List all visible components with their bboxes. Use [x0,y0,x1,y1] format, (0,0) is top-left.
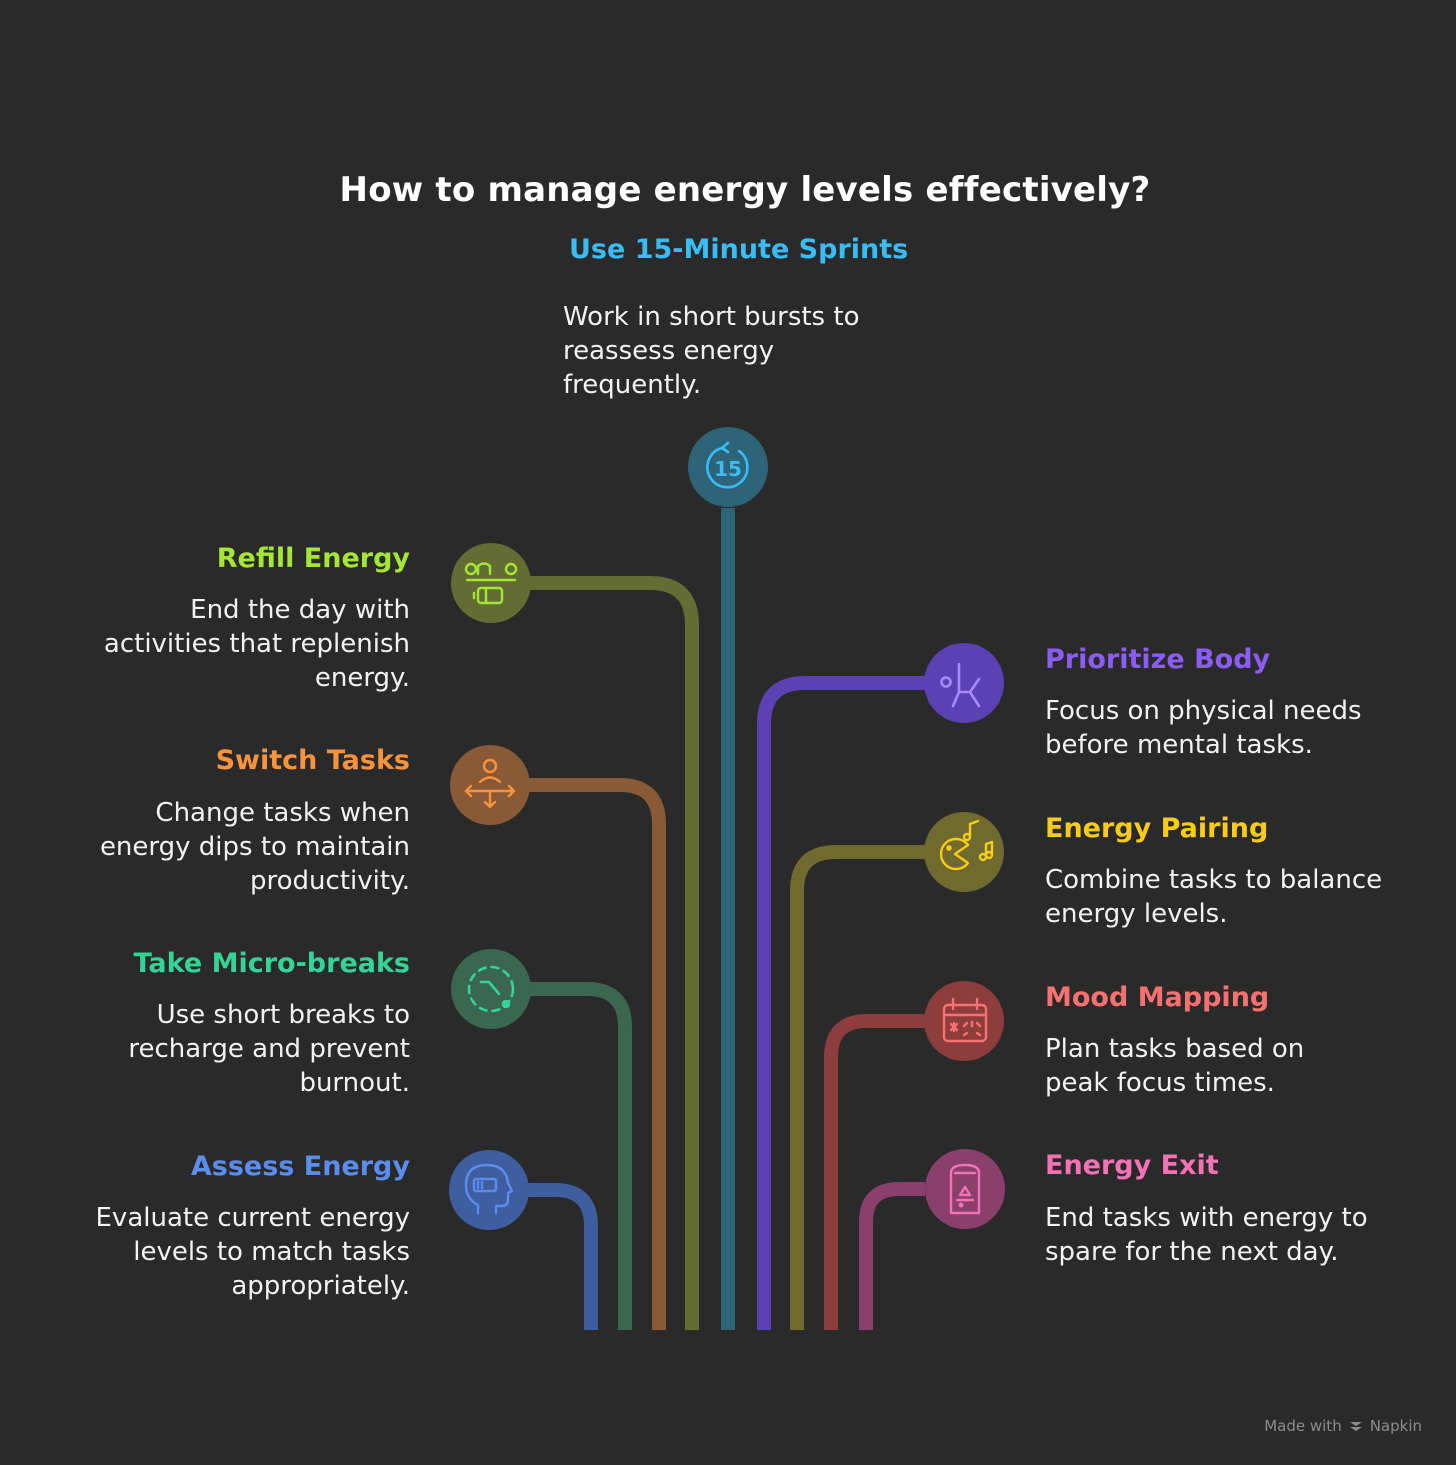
description-body: Focus on physical needs before mental ta… [1045,696,1362,760]
watermark[interactable]: Made with Napkin [1264,1417,1422,1435]
heading-assess: Assess Energy [190,1151,410,1182]
calendar-icon [942,997,988,1043]
connector-switch [520,778,666,1330]
watermark-prefix: Made with [1264,1417,1342,1435]
description-switch: Change tasks when energy dips to maintai… [99,798,410,896]
description-mood: Plan tasks based on peak focus times. [1045,1034,1305,1098]
heading-refill: Refill Energy [216,543,410,574]
node-sprints: 15 [688,427,768,507]
node-refill [451,543,531,623]
description-refill: End the day with activities that repleni… [103,595,410,693]
description-breaks: Use short breaks to recharge and prevent… [128,1000,410,1098]
music-pacman-icon [939,819,994,871]
connector-body [757,676,925,1330]
head-battery-icon [464,1163,514,1215]
connector-pairing [790,845,925,1330]
heading-switch: Switch Tasks [215,745,410,776]
connector-breaks [520,982,632,1330]
node-switch [450,745,530,825]
heading-exit: Energy Exit [1045,1150,1219,1181]
node-assess [449,1150,529,1230]
timer-dashed-icon [467,965,515,1013]
timer-15-icon: 15 [706,441,749,489]
switch-person-icon [464,758,516,809]
heading-mood: Mood Mapping [1045,982,1270,1013]
recharge-icon [464,562,518,605]
heading-breaks: Take Micro-breaks [133,948,411,979]
connector-assess [520,1183,598,1330]
connector-mood [824,1014,925,1330]
heading-body: Prioritize Body [1045,644,1271,675]
door-exit-icon [949,1163,981,1215]
node-breaks [451,949,531,1029]
connector-refill [520,576,699,1330]
node-exit [925,1149,1005,1229]
node-pairing [924,812,1004,892]
stretch-icon [940,662,981,708]
watermark-brand: Napkin [1369,1417,1422,1435]
node-mood [924,981,1004,1061]
description-exit: End tasks with energy to spare for the n… [1045,1203,1368,1267]
node-body [924,643,1004,723]
diagram-title: How to manage energy levels effectively? [339,170,1151,210]
heading-pairing: Energy Pairing [1045,813,1269,844]
heading-sprints: Use 15-Minute Sprints [569,234,909,265]
description-assess: Evaluate current energy levels to match … [95,1203,411,1301]
description-pairing: Combine tasks to balance energy levels. [1045,865,1383,929]
description-sprints: Work in short bursts to reassess energy … [563,302,860,400]
napkin-logo-icon [1349,1422,1362,1431]
connector-exit [859,1182,925,1330]
svg-text:15: 15 [714,457,742,481]
